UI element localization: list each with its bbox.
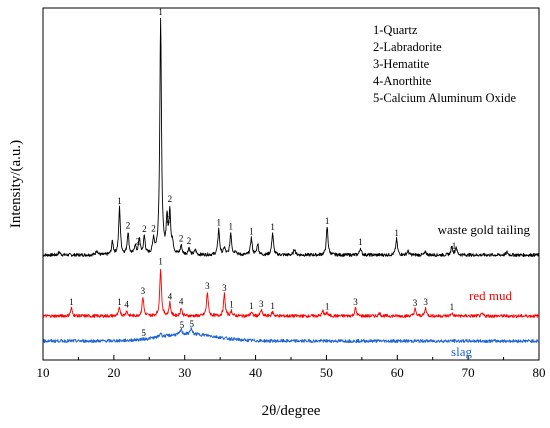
peak-label: 1	[450, 302, 455, 312]
peak-label: 1	[69, 297, 74, 307]
peak-label: 1	[229, 299, 234, 309]
plot-frame	[42, 7, 540, 361]
peak-label: 3	[423, 297, 428, 307]
x-tick-label: 40	[249, 365, 262, 380]
peak-label: 1	[270, 301, 275, 311]
x-tick-label: 10	[37, 365, 50, 380]
series-line	[42, 327, 540, 344]
x-tick-label: 70	[462, 365, 475, 380]
peak-label: 2	[179, 234, 184, 244]
legend-entry-4: 4-Anorthite	[373, 74, 432, 88]
peak-label: 1	[117, 196, 122, 206]
x-tick-label: 80	[533, 365, 546, 380]
x-axis-title: 2θ/degree	[262, 403, 321, 419]
peak-label: 3	[413, 298, 418, 308]
legend-entry-2: 2-Labradorite	[373, 40, 442, 54]
peak-label: 2	[166, 214, 171, 224]
x-tick-label: 30	[178, 365, 191, 380]
peak-label: 1	[249, 301, 254, 311]
legend-entry-3: 3-Hematite	[373, 57, 430, 71]
series-names: waste gold tailing red mud slag	[438, 222, 531, 359]
peak-label: 5	[141, 328, 146, 338]
peak-label: 3	[259, 299, 264, 309]
peak-label: 4	[179, 297, 184, 307]
peak-label: 1	[270, 222, 275, 232]
series-name-label: slag	[451, 344, 472, 359]
peak-label: 1	[117, 297, 122, 307]
x-ticks: 10 20 30 40 50 60 70 80	[37, 355, 546, 380]
peak-label: 2	[151, 224, 156, 234]
peak-label: 1	[452, 241, 457, 251]
x-tick-label: 50	[320, 365, 333, 380]
x-tick-label: 60	[391, 365, 404, 380]
peak-label: 2	[126, 221, 131, 231]
legend-entry-5: 5-Calcium Aluminum Oxide	[373, 91, 516, 105]
series-name-label: red mud	[469, 288, 512, 303]
peak-label: 3	[141, 286, 146, 296]
peak-label: 3	[205, 281, 210, 291]
x-tick-label: 20	[107, 365, 120, 380]
peak-label: 2	[142, 224, 147, 234]
peak-label: 1	[229, 221, 234, 231]
peak-label: 2	[136, 236, 141, 246]
peak-label: 1	[216, 217, 221, 227]
legend: 1-Quartz 2-Labradorite 3-Hematite 4-Anor…	[373, 23, 516, 105]
peak-label: 2	[168, 194, 173, 204]
y-axis-title: Intensity/(a.u.)	[8, 140, 24, 228]
peak-label: 4	[124, 300, 129, 310]
peak-label: 1	[358, 237, 363, 247]
peak-label: 1	[325, 216, 330, 226]
peak-label: 1	[158, 7, 163, 17]
peak-label: 3	[222, 283, 227, 293]
peak-label: 4	[168, 291, 173, 301]
peak-label: 1	[325, 302, 330, 312]
peak-label: 5	[190, 319, 195, 329]
peak-label: 1	[158, 257, 163, 267]
peak-label: 1	[249, 227, 254, 237]
series-group	[42, 17, 540, 344]
legend-entry-1: 1-Quartz	[373, 23, 418, 37]
series-line	[42, 17, 540, 258]
series-line	[42, 268, 540, 319]
peak-label: 5	[180, 320, 185, 330]
peak-label: 2	[187, 236, 192, 246]
peak-label: 1	[394, 228, 399, 238]
series-name-label: waste gold tailing	[438, 222, 531, 237]
peak-label: 3	[353, 297, 358, 307]
